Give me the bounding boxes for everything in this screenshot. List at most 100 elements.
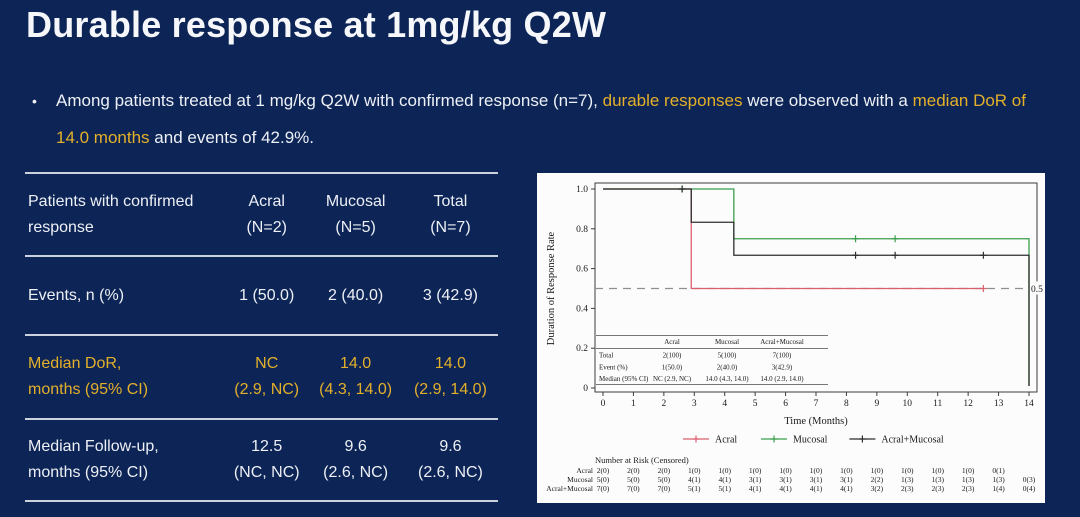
inner-table-header: Acral+Mucosal <box>760 338 804 346</box>
bullet-segment: were observed with a <box>742 91 913 110</box>
at-risk-value: 1(0) <box>688 466 701 475</box>
at-risk-value: 1(3) <box>992 475 1005 484</box>
summary-cell: 14.0 (2.9, 14.0) <box>413 355 487 398</box>
at-risk-value: 2(0) <box>597 466 610 475</box>
summary-header-acral: Acral (N=2) <box>246 192 287 236</box>
summary-row-events: Events, n (%) 1 (50.0) 2 (40.0) 3 (42.9) <box>25 257 498 336</box>
at-risk-value: 4(1) <box>779 484 792 493</box>
at-risk-value: 2(0) <box>658 466 671 475</box>
x-tick-label: 6 <box>783 399 788 409</box>
at-risk-value: 1(0) <box>810 466 823 475</box>
summary-cell: 14.0 (4.3, 14.0) <box>319 355 393 398</box>
inner-table-cell: 3(42.9) <box>772 364 793 372</box>
at-risk-value: 5(0) <box>658 475 671 484</box>
summary-row-median-dor: Median DoR, months (95% CI) NC (2.9, NC)… <box>25 336 498 420</box>
summary-row-median-followup: Median Follow-up, months (95% CI) 12.5 (… <box>25 420 498 502</box>
summary-cell: 3 (42.9) <box>422 286 478 304</box>
summary-cell: Events, n (%) <box>28 286 125 304</box>
inner-table-cell: 5(100) <box>718 352 737 360</box>
x-tick-label: 0 <box>601 399 606 409</box>
summary-header-label: Patients with confirmed response <box>28 192 194 236</box>
summary-table-header-row: Patients with confirmed response Acral (… <box>25 174 498 257</box>
at-risk-value: 1(0) <box>779 466 792 475</box>
inner-table-header: Acral <box>664 338 680 346</box>
at-risk-value: 0(3) <box>1023 475 1036 484</box>
inner-table-cell: 7(100) <box>773 352 792 360</box>
x-tick-label: 3 <box>692 399 697 409</box>
at-risk-value: 1(3) <box>962 475 975 484</box>
at-risk-value: 0(1) <box>992 466 1005 475</box>
inner-table-cell: Total <box>599 352 613 360</box>
at-risk-value: 3(1) <box>749 475 762 484</box>
x-tick-label: 1 <box>631 399 636 409</box>
at-risk-value: 2(2) <box>871 475 884 484</box>
x-tick-label: 9 <box>874 399 879 409</box>
at-risk-value: 7(0) <box>627 484 640 493</box>
x-tick-label: 5 <box>753 399 758 409</box>
at-risk-value: 7(0) <box>597 484 610 493</box>
at-risk-value: 4(1) <box>840 484 853 493</box>
at-risk-value: 5(0) <box>597 475 610 484</box>
at-risk-value: 1(0) <box>749 466 762 475</box>
at-risk-value: 2(3) <box>901 484 914 493</box>
at-risk-value: 1(4) <box>992 484 1005 493</box>
at-risk-value: 4(1) <box>749 484 762 493</box>
bullet-point: • Among patients treated at 1 mg/kg Q2W … <box>30 82 1050 156</box>
summary-table: Patients with confirmed response Acral (… <box>25 172 498 502</box>
at-risk-value: 2(3) <box>962 484 975 493</box>
bullet-segment-highlight: median DoR of 14.0 months <box>56 91 1026 147</box>
at-risk-value: 4(1) <box>688 475 701 484</box>
at-risk-value: 1(3) <box>901 475 914 484</box>
summary-cell: Median Follow-up, months (95% CI) <box>28 438 159 481</box>
summary-cell: 9.6 (2.6, NC) <box>417 438 483 481</box>
summary-header-total: Total (N=7) <box>430 192 471 236</box>
at-risk-value: 1(0) <box>840 466 853 475</box>
inner-table-cell: 2(40.0) <box>717 364 738 372</box>
y-tick-label: 1.0 <box>576 185 588 195</box>
at-risk-value: 5(1) <box>718 484 731 493</box>
y-axis: 0 0.2 0.4 0.6 0.8 1.0 Duration of Response Rat… <box>546 185 595 394</box>
inner-table-cell: 1(50.0) <box>662 364 683 372</box>
at-risk-value: 5(0) <box>627 475 640 484</box>
page-title: Durable response at 1mg/kg Q2W <box>26 4 607 45</box>
inner-stats-table: Acral Mucosal Acral+Mucosal Total 2(100) 5(10… <box>596 335 828 385</box>
x-tick-label: 2 <box>661 399 666 409</box>
bullet-segment: Among patients treated at 1 mg/kg Q2W wi… <box>56 91 603 110</box>
legend-label: Mucosal <box>793 435 828 446</box>
at-risk-value: 3(1) <box>779 475 792 484</box>
summary-cell: NC (2.9, NC) <box>234 355 300 398</box>
at-risk-table: Number at Risk (Censored)Acral 2(0) 2(0) 2(… <box>546 455 1035 493</box>
x-tick-label: 8 <box>844 399 849 409</box>
x-tick-label: 14 <box>1024 399 1034 409</box>
at-risk-row-label: Acral+Mucosal <box>546 484 593 493</box>
y-tick-label: 0.4 <box>576 304 588 314</box>
at-risk-value: 2(3) <box>931 484 944 493</box>
inner-table-header: Mucosal <box>715 338 739 346</box>
reference-line-label: 0.5 <box>1031 285 1043 295</box>
at-risk-title: Number at Risk (Censored) <box>595 455 689 465</box>
inner-table-cell: 2(100) <box>663 352 682 360</box>
inner-table-cell: NC (2.9, NC) <box>653 375 692 383</box>
at-risk-value: 0(4) <box>1023 484 1036 493</box>
x-tick-label: 10 <box>903 399 913 409</box>
legend-label: Acral+Mucosal <box>881 435 944 446</box>
inner-table-cell: Event (%) <box>599 364 628 372</box>
km-series-acral <box>603 188 987 292</box>
x-tick-label: 11 <box>933 399 942 409</box>
at-risk-value: 4(1) <box>810 484 823 493</box>
at-risk-value: 1(0) <box>871 466 884 475</box>
at-risk-value: 1(3) <box>931 475 944 484</box>
bullet-marker: • <box>32 93 37 109</box>
at-risk-value: 7(0) <box>658 484 671 493</box>
x-tick-label: 13 <box>994 399 1004 409</box>
inner-table-cell: Median (95% CI) <box>599 375 649 383</box>
at-risk-value: 5(1) <box>688 484 701 493</box>
km-series-acral-mucosal <box>603 185 1030 387</box>
at-risk-value: 4(1) <box>718 475 731 484</box>
summary-cell: 12.5 (NC, NC) <box>233 438 300 481</box>
x-tick-label: 7 <box>814 399 819 409</box>
plot-frame <box>594 182 1038 393</box>
x-axis-title: Time (Months) <box>784 416 848 427</box>
